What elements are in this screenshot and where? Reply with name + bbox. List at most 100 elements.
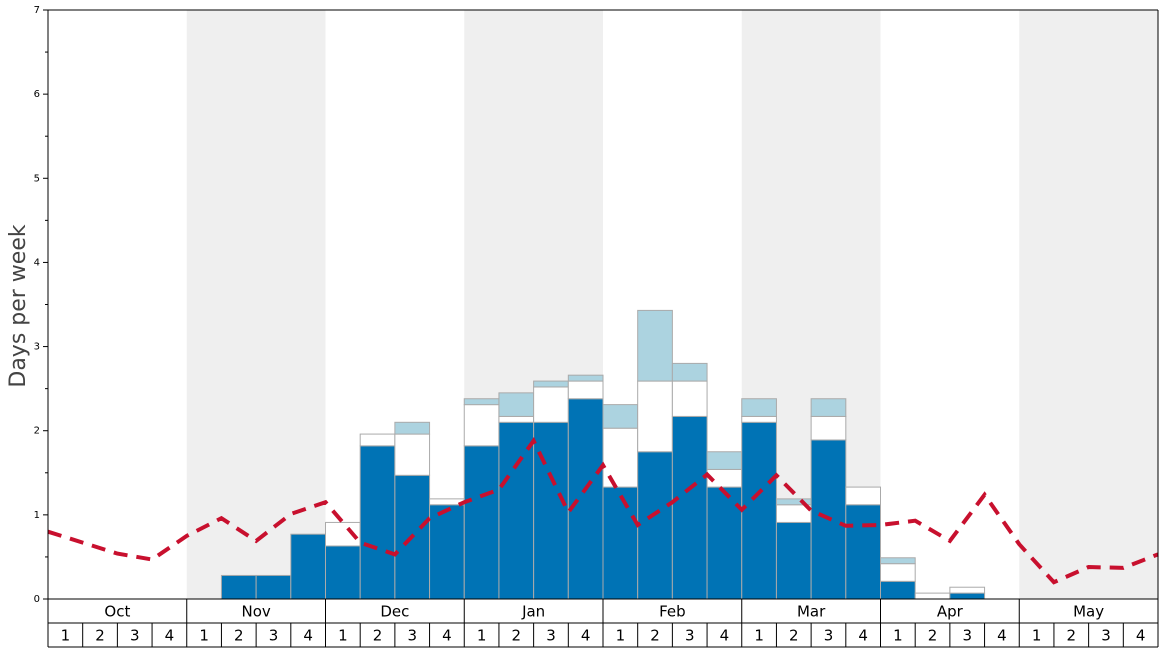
bar-white xyxy=(810,415,847,441)
bar-light xyxy=(567,374,604,382)
week-label: 3 xyxy=(962,627,972,645)
bar-white xyxy=(359,433,396,447)
week-label: 4 xyxy=(303,627,313,645)
y-axis: 0 1 2 3 4 5 6 7 xyxy=(34,5,1159,605)
week-label: 3 xyxy=(546,627,556,645)
y-tick-label: 3 xyxy=(34,342,40,353)
bar-dark xyxy=(498,421,535,600)
bar-white xyxy=(671,380,708,417)
month-label: May xyxy=(1073,603,1104,621)
bar-white xyxy=(602,427,639,488)
bar-light xyxy=(810,398,847,417)
bar-dark xyxy=(463,445,500,600)
y-tick-label: 7 xyxy=(34,5,40,16)
week-label: 1 xyxy=(754,627,764,645)
week-label: 4 xyxy=(442,627,452,645)
bar-light xyxy=(637,309,673,382)
bar-light xyxy=(880,557,916,565)
week-label: 2 xyxy=(650,627,660,645)
y-tick-label: 5 xyxy=(34,173,40,184)
week-label: 4 xyxy=(581,627,591,645)
bar-white xyxy=(880,563,916,582)
bar-dark xyxy=(637,451,673,600)
week-label: 1 xyxy=(199,627,209,645)
bar-light xyxy=(463,398,500,406)
week-label: 1 xyxy=(1032,627,1042,645)
week-label: 2 xyxy=(1067,627,1077,645)
y-tick-label: 0 xyxy=(34,594,40,605)
week-label: 4 xyxy=(1136,627,1146,645)
average-line xyxy=(47,436,1159,585)
week-label: 2 xyxy=(95,627,105,645)
month-label: Nov xyxy=(241,603,270,621)
bar-dark xyxy=(290,533,326,600)
y-tick-label: 6 xyxy=(34,89,40,100)
week-label: 4 xyxy=(165,627,175,645)
bar-light xyxy=(533,380,569,388)
month-label: Feb xyxy=(659,603,686,621)
bar-dark xyxy=(220,574,257,600)
bar-white xyxy=(637,380,673,453)
week-label: 3 xyxy=(269,627,279,645)
bar-white xyxy=(845,486,881,506)
month-label: Dec xyxy=(380,603,409,621)
bar-dark xyxy=(671,415,708,600)
week-label: 3 xyxy=(407,627,417,645)
x-axis: Oct Nov Dec Jan Feb Mar Apr May 1 2 3 4 1 2 3 4 1 2 3 4 1 2 3 4… xyxy=(47,598,1159,648)
bar-dark xyxy=(359,445,396,600)
y-tick-label: 2 xyxy=(34,426,40,437)
bar-white xyxy=(498,415,535,423)
bar-white xyxy=(463,404,500,447)
bar-white xyxy=(914,592,951,600)
week-label: 2 xyxy=(928,627,938,645)
month-label: Mar xyxy=(797,603,826,621)
week-label: 2 xyxy=(234,627,244,645)
week-label: 1 xyxy=(61,627,71,645)
y-tick-label: 1 xyxy=(34,510,40,521)
bar-dark xyxy=(255,574,292,600)
bar-dark xyxy=(602,486,639,600)
y-tick-label: 4 xyxy=(34,257,40,268)
bar-dark xyxy=(949,592,986,600)
bar-white xyxy=(567,380,604,400)
week-label: 3 xyxy=(1101,627,1111,645)
bar-dark xyxy=(775,521,812,600)
month-label: Oct xyxy=(104,603,130,621)
bars xyxy=(220,309,986,600)
bar-dark xyxy=(845,504,881,600)
month-label: Apr xyxy=(937,603,964,621)
week-label: 2 xyxy=(789,627,799,645)
bar-light xyxy=(394,421,431,435)
week-label: 1 xyxy=(893,627,903,645)
week-label: 3 xyxy=(685,627,695,645)
bar-white xyxy=(533,386,569,423)
bar-white xyxy=(949,586,986,594)
week-label: 1 xyxy=(477,627,487,645)
bar-dark xyxy=(741,421,777,600)
y-axis-title: Days per week xyxy=(6,224,31,387)
bar-white xyxy=(394,433,431,476)
bar-light xyxy=(602,404,639,429)
week-label: 2 xyxy=(512,627,522,645)
bar-dark xyxy=(533,421,569,600)
week-label: 4 xyxy=(720,627,730,645)
bar-light xyxy=(498,392,535,417)
week-label: 1 xyxy=(616,627,626,645)
week-label: 1 xyxy=(338,627,348,645)
week-label: 4 xyxy=(858,627,868,645)
month-band xyxy=(186,10,326,599)
week-label: 3 xyxy=(130,627,140,645)
bar-dark xyxy=(325,545,361,600)
week-label: 4 xyxy=(997,627,1007,645)
bar-light xyxy=(671,362,708,382)
bar-dark xyxy=(567,398,604,600)
month-label: Jan xyxy=(521,603,545,621)
bar-dark xyxy=(880,580,916,600)
bar-dark xyxy=(429,504,465,600)
bar-white xyxy=(741,415,777,423)
week-label: 3 xyxy=(824,627,834,645)
month-band xyxy=(1019,10,1158,599)
week-label: 2 xyxy=(373,627,383,645)
month-bands xyxy=(186,10,1158,599)
